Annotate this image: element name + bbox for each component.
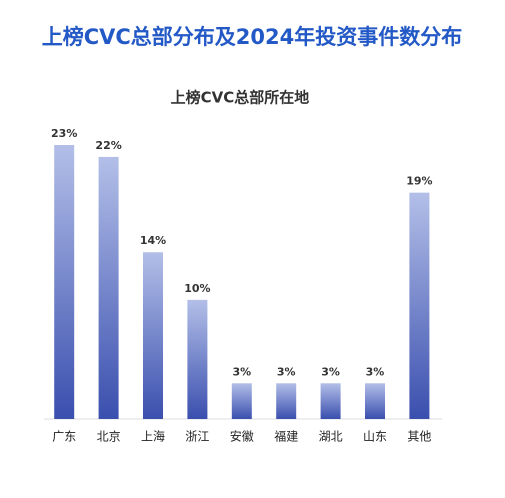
bar — [187, 299, 208, 419]
bar — [320, 383, 341, 419]
x-tick-label: 福建 — [274, 429, 298, 444]
bar — [54, 145, 75, 419]
x-tick-label: 上海 — [141, 429, 165, 444]
x-tick-label: 广东 — [52, 430, 76, 444]
value-label: 3% — [232, 365, 251, 378]
chart-title: 上榜CVC总部分布及2024年投资事件数分布 — [42, 25, 463, 49]
x-tick-label: 浙江 — [185, 430, 209, 444]
bar — [231, 383, 252, 419]
x-tick-label: 安徽 — [230, 429, 254, 444]
bar — [276, 383, 297, 419]
value-label: 3% — [277, 365, 296, 378]
x-tick-label: 湖北 — [319, 429, 343, 444]
value-label: 23% — [51, 127, 77, 140]
chart-subtitle: 上榜CVC总部所在地 — [171, 89, 310, 107]
bar — [365, 383, 385, 419]
bar — [409, 192, 430, 419]
value-label: 10% — [184, 282, 210, 295]
value-label: 3% — [366, 365, 385, 378]
value-label: 22% — [95, 139, 121, 152]
bar — [98, 156, 119, 420]
x-tick-label: 其他 — [407, 430, 431, 444]
x-tick-label: 北京 — [97, 430, 121, 444]
bar — [143, 252, 163, 419]
value-label: 14% — [140, 234, 166, 247]
value-label: 3% — [321, 365, 340, 378]
value-label: 19% — [406, 175, 432, 188]
x-tick-label: 山东 — [363, 430, 387, 444]
